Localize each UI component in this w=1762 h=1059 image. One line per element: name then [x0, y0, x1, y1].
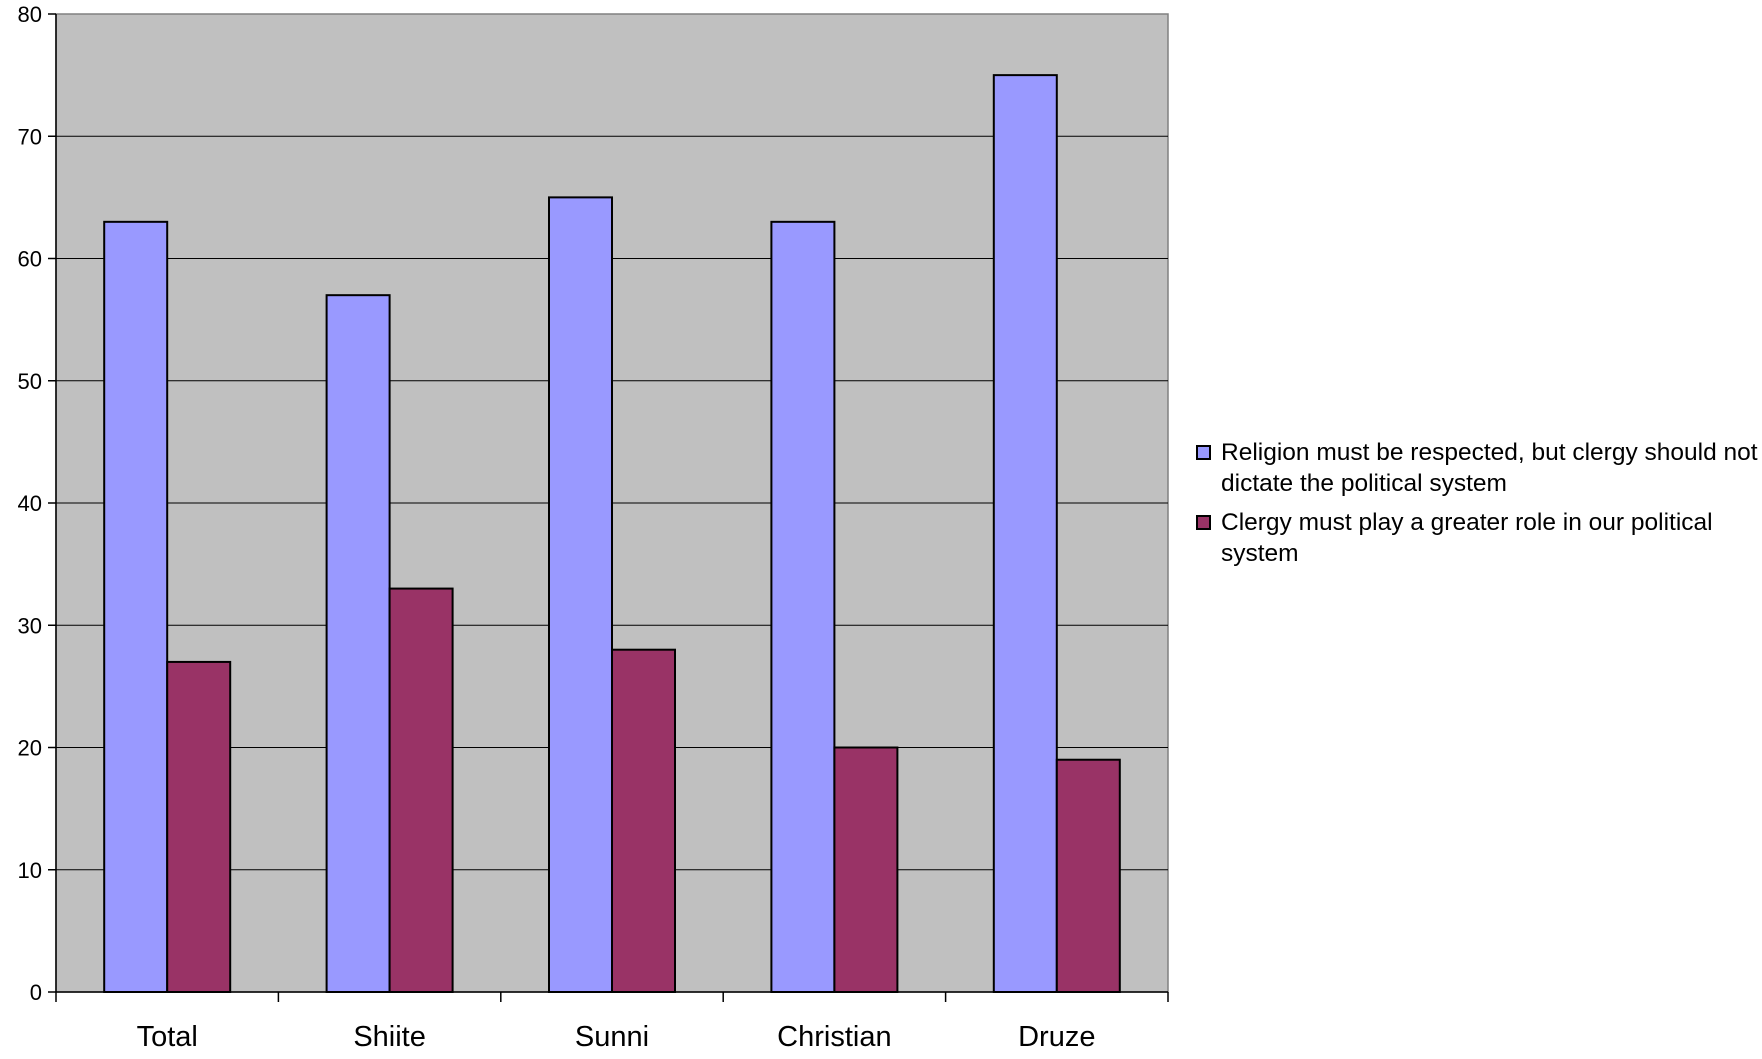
y-tick-label: 40: [18, 491, 42, 516]
bar-1-sunni: [548, 196, 613, 993]
legend-swatch-series-2: [1196, 515, 1211, 530]
bar-1-total: [103, 220, 169, 993]
legend-item-series-1: Religion must be respected, but clergy s…: [1196, 437, 1760, 499]
y-tick-label: 10: [18, 858, 42, 883]
bar-2-shiite: [388, 587, 454, 993]
y-tick-label: 0: [30, 980, 42, 1005]
bars: [103, 74, 1121, 993]
bar-2-druze: [1055, 758, 1121, 993]
bar-1-christian: [770, 220, 836, 993]
bar-1-druze: [992, 74, 1058, 993]
y-tick-label: 20: [18, 736, 42, 761]
x-category-label: Druze: [1018, 1021, 1095, 1053]
legend: Religion must be respected, but clergy s…: [1196, 437, 1760, 577]
y-tick-label: 30: [18, 613, 42, 638]
legend-label-series-1: Religion must be respected, but clergy s…: [1221, 439, 1758, 497]
axes: [48, 13, 1169, 1002]
bar-2-sunni: [611, 648, 676, 993]
bar-2-christian: [833, 746, 899, 993]
x-category-labels: Total Shiite Sunni Christian Druze: [137, 1021, 1096, 1053]
y-tick-labels: 0 10 20 30 40 50 60 70 80: [18, 2, 42, 1005]
x-category-label: Total: [137, 1021, 198, 1053]
x-category-label: Sunni: [575, 1021, 649, 1053]
bar-1-shiite: [325, 294, 391, 993]
legend-item-series-2: Clergy must play a greater role in our p…: [1196, 507, 1760, 569]
legend-label-series-2: Clergy must play a greater role in our p…: [1221, 509, 1713, 567]
y-tick-label: 60: [18, 247, 42, 272]
y-tick-label: 70: [18, 124, 42, 149]
legend-swatch-series-1: [1196, 445, 1211, 460]
bar-2-total: [166, 660, 232, 993]
x-category-label: Christian: [777, 1021, 891, 1053]
x-category-label: Shiite: [353, 1021, 426, 1053]
y-tick-label: 50: [18, 369, 42, 394]
y-tick-label: 80: [18, 2, 42, 27]
